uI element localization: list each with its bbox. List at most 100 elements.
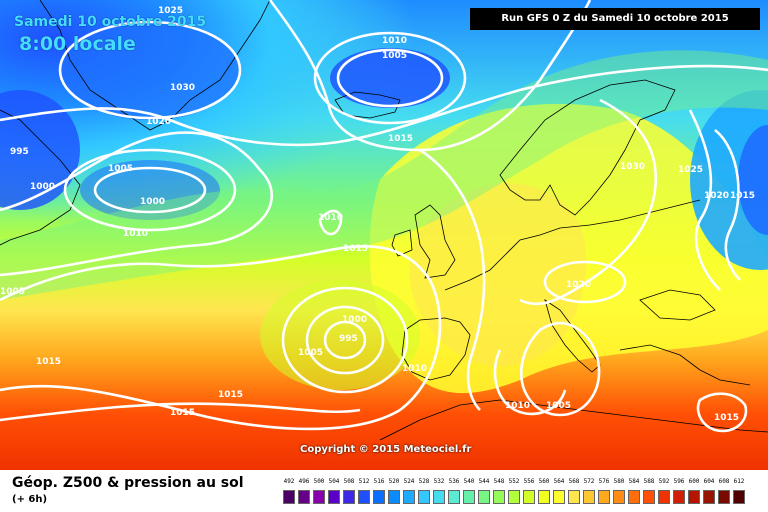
scale-swatch xyxy=(418,490,430,504)
isobar-label: 1020 xyxy=(704,191,729,201)
scale-label: 548 xyxy=(493,478,505,485)
legend-subtitle: (+ 6h) xyxy=(12,494,48,505)
isobar-label: 1020 xyxy=(146,117,171,127)
scale-label: 536 xyxy=(448,478,460,485)
scale-swatch xyxy=(493,490,505,504)
isobar-label: 1010 xyxy=(505,401,530,411)
scale-label: 504 xyxy=(328,478,340,485)
isobar-label: 1015 xyxy=(343,244,368,254)
isobar-label: 1015 xyxy=(730,191,755,201)
color-scale: 492 496 500 504 508 512 516 520 524 528 532 536 540 5… xyxy=(282,478,752,506)
legend-title: Géop. Z500 & pression au sol xyxy=(12,475,244,491)
scale-swatch xyxy=(343,490,355,504)
copyright-text: Copyright © 2015 Meteociel.fr xyxy=(300,444,472,455)
scale-swatch xyxy=(643,490,655,504)
scale-swatch xyxy=(718,490,730,504)
isobar-label: 995 xyxy=(339,334,358,344)
scale-label: 508 xyxy=(343,478,355,485)
scale-label: 552 xyxy=(508,478,520,485)
scale-swatch xyxy=(283,490,295,504)
isobar-label: 1000 xyxy=(140,197,165,207)
scale-label: 580 xyxy=(613,478,625,485)
scale-label: 500 xyxy=(313,478,325,485)
scale-label: 584 xyxy=(628,478,640,485)
isobar-label: 1010 xyxy=(123,229,148,239)
scale-label: 520 xyxy=(388,478,400,485)
isobar-label: 1030 xyxy=(620,162,645,172)
isobar-label: 1010 xyxy=(318,213,343,223)
isobar-label: 1005 xyxy=(298,348,323,358)
scale-label: 528 xyxy=(418,478,430,485)
east-trough-area xyxy=(690,90,768,270)
scale-swatch xyxy=(358,490,370,504)
isobar-labels: 1025 1010 1005 1030 1020 995 1005 1000 1… xyxy=(0,6,755,423)
scale-label: 524 xyxy=(403,478,415,485)
scale-swatch xyxy=(673,490,685,504)
green-band-area xyxy=(0,50,768,300)
isobar-label: 1010 xyxy=(402,364,427,374)
scale-swatch xyxy=(388,490,400,504)
scale-label: 576 xyxy=(598,478,610,485)
scale-swatch xyxy=(583,490,595,504)
low-atlantic-area xyxy=(260,280,420,390)
isobar-label: 1005 xyxy=(546,401,571,411)
scale-label: 532 xyxy=(433,478,445,485)
scale-swatch xyxy=(448,490,460,504)
scale-swatch xyxy=(298,490,310,504)
isobar-label: 1000 xyxy=(342,315,367,325)
isobar-label: 1005 xyxy=(108,164,133,174)
scale-swatch xyxy=(568,490,580,504)
scale-swatch xyxy=(538,490,550,504)
isobar-label: 1015 xyxy=(714,413,739,423)
scale-swatch xyxy=(553,490,565,504)
scale-swatch xyxy=(613,490,625,504)
scale-swatch xyxy=(598,490,610,504)
scale-swatch xyxy=(478,490,490,504)
isobar-label: 1020 xyxy=(566,280,591,290)
isobar-label: 1015 xyxy=(388,134,413,144)
map-time-title: 8:00 locale xyxy=(19,33,136,55)
scale-label: 568 xyxy=(568,478,580,485)
scale-label: 608 xyxy=(718,478,730,485)
isobar-label: 1005 xyxy=(382,51,407,61)
scale-swatch xyxy=(703,490,715,504)
scale-label: 596 xyxy=(673,478,685,485)
isobar-label: 995 xyxy=(10,147,29,157)
scale-label: 572 xyxy=(583,478,595,485)
scale-label: 556 xyxy=(523,478,535,485)
isobar-label: 1000 xyxy=(30,182,55,192)
scale-swatch xyxy=(523,490,535,504)
scale-swatch xyxy=(313,490,325,504)
scale-label: 492 xyxy=(283,478,295,485)
scale-label: 544 xyxy=(478,478,490,485)
isobar-label: 1025 xyxy=(158,6,183,16)
isobar-label: 1015 xyxy=(218,390,243,400)
scale-label: 516 xyxy=(373,478,385,485)
isobar-label: 1010 xyxy=(382,36,407,46)
scale-label: 540 xyxy=(463,478,475,485)
map-date-title: Samedi 10 octobre 2015 xyxy=(14,14,207,30)
isobar-label: 1030 xyxy=(170,83,195,93)
scale-label: 564 xyxy=(553,478,565,485)
east-trough-inner-area xyxy=(738,125,768,235)
scale-swatch xyxy=(373,490,385,504)
scale-label: 612 xyxy=(733,478,745,485)
scale-label: 600 xyxy=(688,478,700,485)
scale-swatch xyxy=(688,490,700,504)
weather-map: 1025 1010 1005 1030 1020 995 1005 1000 1… xyxy=(0,0,768,470)
scale-swatch xyxy=(463,490,475,504)
run-info-box: Run GFS 0 Z du Samedi 10 octobre 2015 xyxy=(470,8,760,30)
scale-label: 560 xyxy=(538,478,550,485)
isobars xyxy=(0,0,768,470)
scale-swatch xyxy=(433,490,445,504)
low-greenland-area xyxy=(60,20,240,120)
scale-label: 496 xyxy=(298,478,310,485)
low-labrador-area xyxy=(80,160,220,220)
scale-label: 512 xyxy=(358,478,370,485)
isobar-label: 1015 xyxy=(36,357,61,367)
isobar-label: 1015 xyxy=(170,408,195,418)
scale-swatch xyxy=(403,490,415,504)
scale-swatch xyxy=(508,490,520,504)
isobar-label: 1005 xyxy=(0,287,25,297)
scale-label: 604 xyxy=(703,478,715,485)
